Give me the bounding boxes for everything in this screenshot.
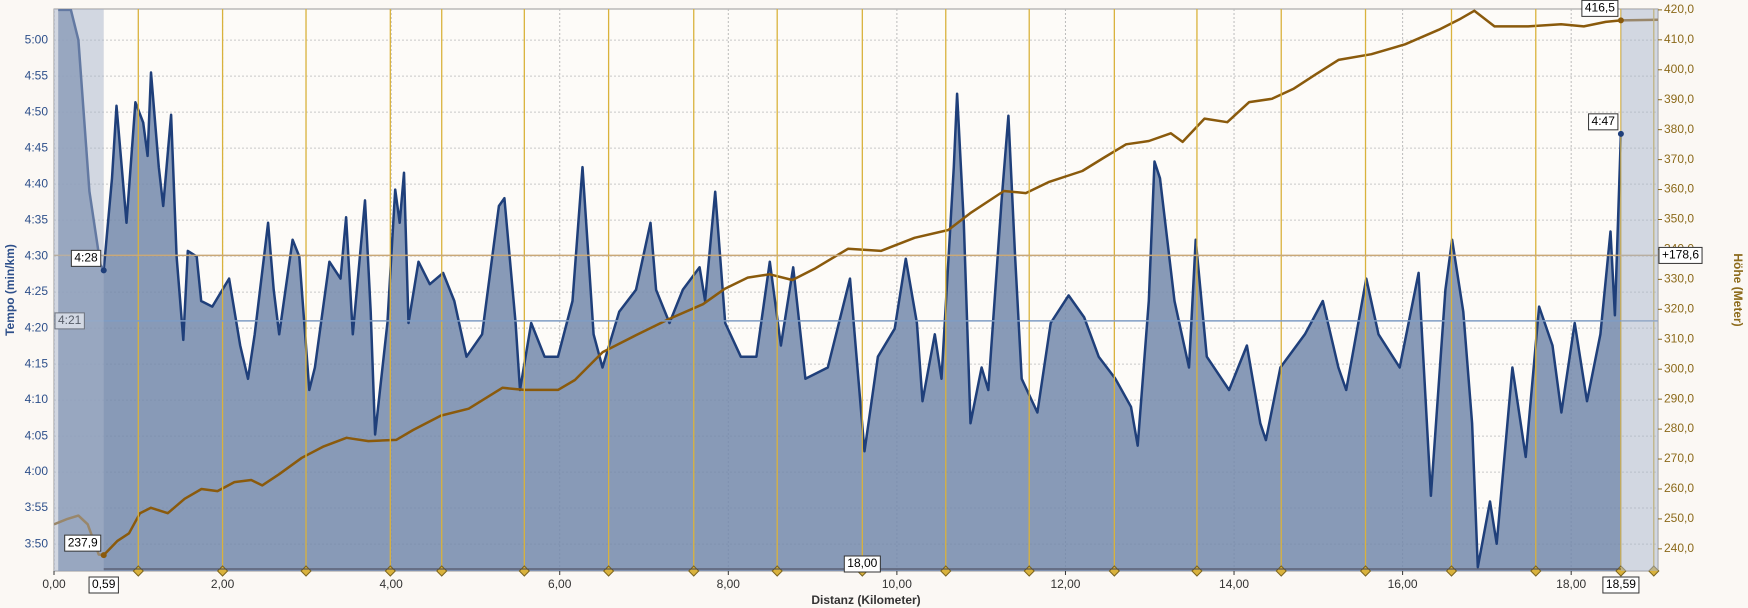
x-tick-label: 16,00 [1388, 577, 1418, 591]
point-marker [100, 267, 107, 274]
x-tick-label: 14,00 [1219, 577, 1249, 591]
y-tick-label: 4:55 [25, 68, 49, 82]
y2-tick-label: 380,0 [1664, 122, 1694, 136]
x-tick-label: 12,00 [1050, 577, 1080, 591]
selection-length: 18,00 [843, 555, 881, 573]
elevation-line [54, 9, 1658, 557]
y2-tick-label: 320,0 [1664, 301, 1694, 315]
y2-tick-label: 400,0 [1664, 62, 1694, 76]
selection-end: 18,59 [1602, 576, 1640, 594]
point-marker [1617, 17, 1624, 24]
selection-end-box [1602, 576, 1640, 594]
y2-tick-label: 310,0 [1664, 331, 1694, 345]
y-tick-label: 4:25 [25, 284, 49, 298]
y-axis-title: Tempo (min/km) [3, 244, 17, 336]
unselected-region [1620, 9, 1658, 571]
pace-line [58, 9, 1623, 569]
x-tick-label: 6,00 [548, 577, 572, 591]
x-tick-label: 2,00 [211, 577, 235, 591]
point-label: 4:28 [70, 249, 102, 267]
point-label-box [1588, 113, 1619, 131]
y-tick-label: 4:15 [25, 356, 49, 370]
y2-tick-label: 330,0 [1664, 272, 1694, 286]
x-tick-label: 10,00 [882, 577, 912, 591]
y2-axis-title: Höhe (Meter) [1731, 253, 1745, 326]
y2-tick-label: 410,0 [1664, 32, 1694, 46]
plot-content [54, 9, 1658, 571]
y2-tick-label: 420,0 [1664, 2, 1694, 16]
y-tick-label: 4:20 [25, 320, 49, 334]
x-axis-title: Distanz (Kilometer) [811, 593, 920, 607]
point-marker [100, 552, 107, 559]
x-tick-label: 0,00 [42, 577, 66, 591]
point-label-text: 4:47 [1592, 114, 1616, 128]
point-label-box [64, 534, 102, 552]
y-tick-label: 3:55 [25, 500, 49, 514]
y2-tick-label: 390,0 [1664, 92, 1694, 106]
selection-length-text: 18,00 [847, 556, 877, 570]
y2-tick-label: 260,0 [1664, 481, 1694, 495]
selection-end-text: 18,59 [1606, 577, 1636, 591]
elevation-gain-text: +178,6 [1662, 248, 1699, 262]
point-label: 4:47 [1588, 113, 1619, 131]
x-tick-label: 8,00 [717, 577, 741, 591]
unselected-region [54, 9, 104, 571]
point-label-box [1581, 0, 1619, 17]
selection-start-text: 0,59 [92, 577, 116, 591]
y2-tick-label: 370,0 [1664, 152, 1694, 166]
y-tick-label: 4:10 [25, 392, 49, 406]
y-tick-label: 5:00 [25, 32, 49, 46]
y-tick-label: 4:30 [25, 248, 49, 262]
y-tick-label: 4:45 [25, 140, 49, 154]
y-tick-label: 4:50 [25, 104, 49, 118]
selection-start-box [88, 576, 119, 594]
x-tick-label: 18,00 [1556, 577, 1586, 591]
y-tick-label: 4:00 [25, 464, 49, 478]
point-label: 416,5 [1581, 0, 1619, 17]
y2-tick-label: 270,0 [1664, 451, 1694, 465]
y2-tick-label: 290,0 [1664, 391, 1694, 405]
y-tick-label: 4:40 [25, 176, 49, 190]
y2-tick-label: 350,0 [1664, 212, 1694, 226]
point-label-text: 416,5 [1585, 1, 1615, 15]
elevation-gain-box [1658, 246, 1703, 264]
selection-start: 0,59 [88, 576, 119, 594]
point-label-box [70, 249, 102, 267]
y2-tick-label: 250,0 [1664, 511, 1694, 525]
y-tick-label: 3:50 [25, 536, 49, 550]
y2-tick-label: 300,0 [1664, 361, 1694, 375]
elevation-gain: +178,6 [1658, 246, 1703, 264]
point-marker [1617, 130, 1624, 137]
pace-area [58, 9, 1621, 571]
y2-tick-label: 360,0 [1664, 182, 1694, 196]
selection-length-box [843, 555, 881, 573]
y-tick-label: 4:05 [25, 428, 49, 442]
x-tick-label: 4,00 [379, 577, 403, 591]
y2-tick-label: 280,0 [1664, 421, 1694, 435]
y-tick-label: 4:35 [25, 212, 49, 226]
point-label: 237,9 [64, 534, 102, 552]
point-label-text: 4:28 [74, 251, 98, 265]
point-label-text: 237,9 [68, 535, 98, 549]
y2-tick-label: 240,0 [1664, 541, 1694, 555]
